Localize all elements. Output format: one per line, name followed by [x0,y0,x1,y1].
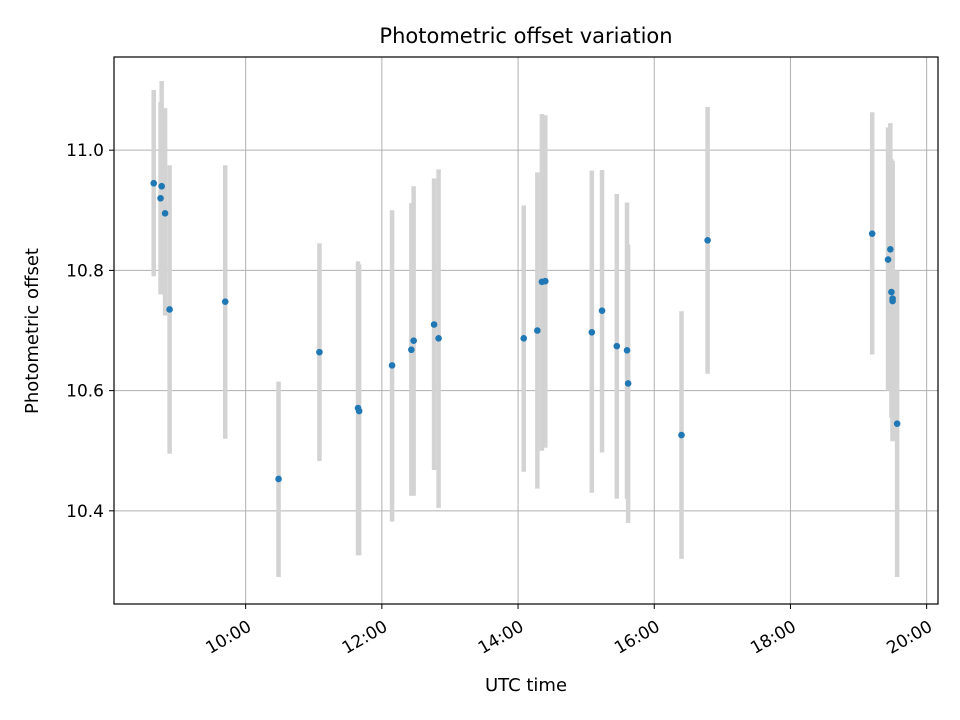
grid-lines [114,57,938,604]
data-points [150,179,901,483]
y-tick-label: 11.0 [66,141,104,161]
data-point [430,321,438,328]
data-point [541,277,549,285]
data-point [520,335,528,342]
data-point [435,335,442,342]
data-point [613,342,621,350]
data-point [355,407,363,415]
data-point [316,348,323,356]
data-point [598,307,606,314]
y-axis-label: Photometric offset [22,248,43,414]
data-point [889,295,896,302]
y-tick-label: 10.4 [66,502,104,522]
data-point [588,329,596,336]
data-point [166,306,173,313]
data-point [893,420,901,427]
data-point [388,362,396,369]
data-point [888,288,895,296]
data-point [868,230,876,238]
data-point [275,475,282,483]
data-point [150,179,158,187]
data-point [534,327,541,334]
data-point [158,182,165,190]
data-point [678,431,685,439]
data-point [704,237,711,244]
x-axis-label: UTC time [485,675,567,696]
data-point [157,194,164,202]
chart-title: Photometric offset variation [379,24,672,48]
data-point [221,298,229,305]
data-point [887,246,894,253]
y-tick-label: 10.6 [66,382,104,402]
y-axis-ticks: 10.4 10.6 10.8 11.0 [66,141,114,522]
y-tick-label: 10.8 [66,261,104,281]
data-point [161,209,169,217]
plot-frame [113,56,939,605]
data-point [410,337,417,345]
data-point [624,380,632,387]
data-point [884,256,892,263]
data-point [408,346,415,354]
data-point [623,347,631,354]
